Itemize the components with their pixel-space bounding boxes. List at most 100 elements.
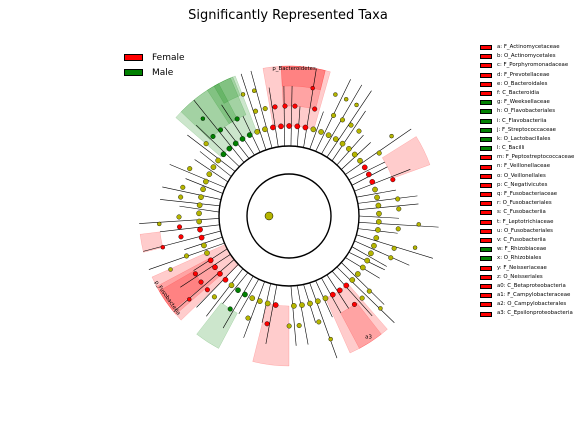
taxon-node-68-1 xyxy=(291,303,297,309)
taxa-legend-swatch-c xyxy=(480,63,492,69)
taxa-legend-item-m: m: F_Peptostreptococcaceae xyxy=(480,153,574,162)
taxon-node-68-2 xyxy=(286,323,292,329)
taxon-node-45-1 xyxy=(361,164,368,171)
taxon-node-13-1 xyxy=(201,242,207,249)
taxon-node-16-1 xyxy=(196,218,202,225)
taxa-legend-swatch-e xyxy=(480,81,492,87)
taxon-node-33-1 xyxy=(278,123,284,130)
taxa-legend-label-m: m: F_Peptostreptococcaceae xyxy=(497,154,575,161)
taxa-legend-label-z: z: O_Neisseriales xyxy=(497,273,543,280)
taxa-legend-label-f: f: C_Bacteroidia xyxy=(497,89,540,96)
branch-52 xyxy=(358,222,439,228)
branch-1 xyxy=(265,284,278,344)
taxa-legend-item-r: r: O_Fusobacteriales xyxy=(480,199,574,208)
taxon-node-18-2 xyxy=(178,194,184,200)
taxon-node-61-2 xyxy=(351,301,357,307)
taxa-legend-label-p: p: C_Negativicutes xyxy=(497,181,548,188)
taxa-legend-swatch-l xyxy=(480,146,492,152)
taxa-legend-label-x: x: O_Rhizobiales xyxy=(497,255,542,262)
taxa-legend-item-q: q: F_Fusobacteriaceae xyxy=(480,190,574,199)
taxa-legend-swatch-s xyxy=(480,210,492,216)
taxon-node-6-1 xyxy=(235,287,241,293)
taxon-node-52-3 xyxy=(416,222,421,227)
taxon-node-38-3 xyxy=(333,92,338,97)
taxon-node-40-2 xyxy=(348,122,354,128)
branch-45 xyxy=(348,161,385,181)
branch-31 xyxy=(250,70,273,149)
legend-item-female: Female xyxy=(124,50,185,65)
taxa-legend-label-h: h: O_Flavobacteriales xyxy=(497,108,556,115)
taxon-node-60-3 xyxy=(378,306,383,311)
taxa-legend-label-a3: a3: C_Epsilonproteobacteria xyxy=(497,310,573,317)
taxon-node-50-1 xyxy=(375,202,382,209)
taxon-node-49-1 xyxy=(374,194,380,201)
taxa-legend-label-d: d: F_Prevotellaceae xyxy=(497,71,550,78)
taxa-legend-item-u: u: O_Fusobacteriales xyxy=(480,227,574,236)
taxon-node-48-1 xyxy=(372,186,378,193)
taxon-node-31-2 xyxy=(262,106,268,112)
sector-label-1: p_Bacteroidetes xyxy=(272,66,316,72)
taxa-legend-swatch-m xyxy=(480,155,492,161)
taxon-node-32-1 xyxy=(270,124,276,131)
branch-51 xyxy=(358,215,399,219)
taxon-node-56-1 xyxy=(368,250,374,257)
taxon-node-29-1 xyxy=(246,132,253,138)
taxon-node-24-1 xyxy=(215,157,221,164)
taxon-node-49-2 xyxy=(395,196,401,202)
taxa-legend-label-v: v: C_Fusobacteriia xyxy=(497,236,546,243)
taxa-legend-label-g: g: F_Weeksellaceae xyxy=(497,99,550,106)
legend-label-female: Female xyxy=(152,52,185,63)
branch-59 xyxy=(341,262,385,305)
taxon-node-30-3 xyxy=(240,92,246,97)
taxon-node-4-1 xyxy=(249,295,256,301)
taxa-legend-item-j: j: F_Streptococcaceae xyxy=(480,126,574,135)
taxa-legend-swatch-u xyxy=(480,228,492,234)
taxa-legend-label-e: e: O_Bacteroidales xyxy=(497,80,548,87)
root-node xyxy=(264,211,274,221)
taxon-node-57-1 xyxy=(364,257,370,264)
taxon-node-21-1 xyxy=(203,178,209,185)
taxon-node-51-1 xyxy=(376,210,382,217)
branch-15 xyxy=(159,224,220,233)
taxa-legend-label-r: r: O_Fusobacteriales xyxy=(497,200,552,207)
branch-49 xyxy=(357,195,418,204)
taxon-node-26-1 xyxy=(226,145,233,152)
taxon-node-19-2 xyxy=(180,184,186,190)
sector-label-3: a3 xyxy=(365,334,372,340)
taxon-node-7-1 xyxy=(228,282,235,289)
taxa-legend-item-h: h: O_Flavobacteriales xyxy=(480,107,574,116)
branch-17 xyxy=(179,205,220,213)
taxon-node-52-2 xyxy=(395,226,401,232)
taxon-node-30-1 xyxy=(254,129,260,135)
legend-item-male: Male xyxy=(124,65,185,80)
taxon-node-20-1 xyxy=(200,186,206,193)
taxa-legend-swatch-x xyxy=(480,256,492,262)
taxa-legend-item-g: g: F_Weeksellaceae xyxy=(480,98,574,107)
taxon-node-26-3 xyxy=(200,116,206,121)
branch-32 xyxy=(268,87,279,147)
taxa-legend-label-w: w: F_Rhizobiaceae xyxy=(497,246,547,253)
taxa-legend-item-o: o: O_Veillonellales xyxy=(480,172,574,181)
branch-9 xyxy=(173,259,235,313)
taxon-node-23-1 xyxy=(210,164,217,170)
taxon-node-12-1 xyxy=(204,250,210,256)
taxa-legend-label-t: t: F_Leptotrichiaceae xyxy=(497,218,554,225)
taxon-node-50-2 xyxy=(396,206,402,212)
taxon-node-38-1 xyxy=(318,129,324,135)
taxon-node-14-2 xyxy=(178,234,184,240)
branch-8 xyxy=(196,264,239,308)
taxon-node-36-3 xyxy=(310,85,315,91)
taxon-node-54-3 xyxy=(412,245,418,250)
taxon-node-2-1 xyxy=(264,300,271,307)
taxa-legend-label-a2: a2: O_Campylobacterales xyxy=(497,301,567,308)
taxon-node-61-1 xyxy=(343,282,350,289)
taxa-legend-item-z: z: O_Neisseriales xyxy=(480,273,574,282)
taxon-node-59-1 xyxy=(355,271,361,277)
taxon-node-17-1 xyxy=(196,210,202,217)
highlight-sector-12 xyxy=(158,270,204,311)
taxa-legend-swatch-d xyxy=(480,72,492,78)
taxa-legend-label-u: u: O_Fusobacteriales xyxy=(497,227,553,234)
branch-16 xyxy=(139,218,220,224)
taxon-node-8-1 xyxy=(222,276,229,283)
taxon-node-1-1 xyxy=(272,302,279,308)
